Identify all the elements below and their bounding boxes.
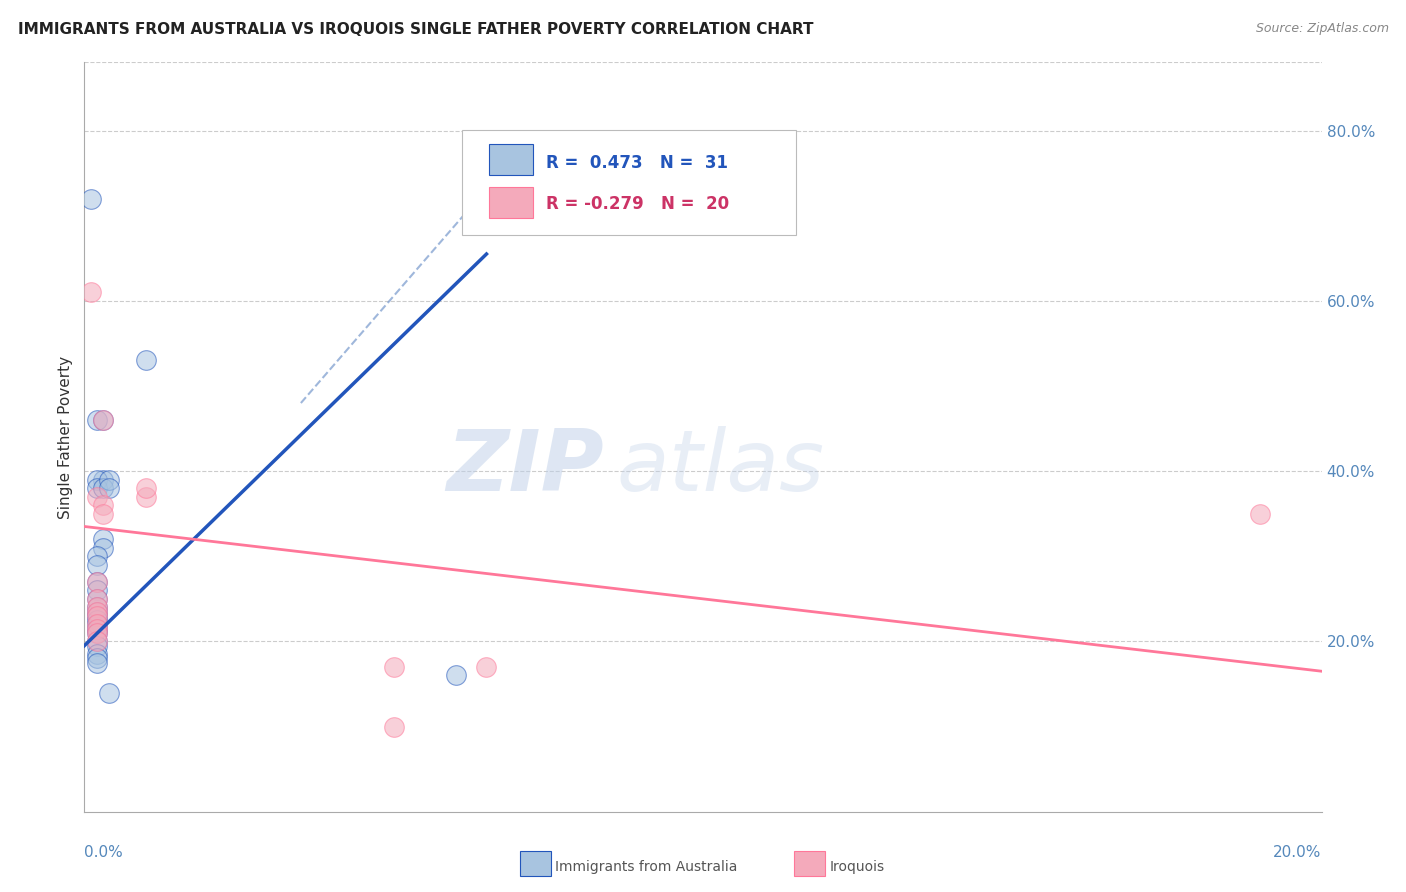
Point xyxy=(86,473,108,487)
Point xyxy=(91,473,114,487)
Point xyxy=(444,668,467,682)
Point xyxy=(91,413,114,427)
Point xyxy=(135,353,157,368)
Point xyxy=(86,617,108,632)
Point xyxy=(98,481,121,495)
Point xyxy=(86,622,108,636)
Text: 20.0%: 20.0% xyxy=(1274,846,1322,861)
Point xyxy=(475,660,498,674)
Point xyxy=(91,541,114,555)
Point xyxy=(86,617,108,632)
Point xyxy=(86,656,108,670)
Point xyxy=(86,608,108,623)
Text: 0.0%: 0.0% xyxy=(84,846,124,861)
Point xyxy=(86,490,108,504)
Point xyxy=(86,591,108,606)
Point xyxy=(86,600,108,615)
Point xyxy=(86,622,108,636)
Point xyxy=(91,413,114,427)
Point xyxy=(382,660,405,674)
Point xyxy=(135,481,157,495)
FancyBboxPatch shape xyxy=(461,130,796,235)
Point xyxy=(86,558,108,572)
Point xyxy=(86,626,108,640)
Text: R =  0.473   N =  31: R = 0.473 N = 31 xyxy=(546,153,728,171)
Text: Iroquois: Iroquois xyxy=(830,860,884,874)
Text: R = -0.279   N =  20: R = -0.279 N = 20 xyxy=(546,195,728,213)
FancyBboxPatch shape xyxy=(489,186,533,219)
Point xyxy=(382,720,405,734)
Point xyxy=(86,481,108,495)
Point xyxy=(98,685,121,699)
Y-axis label: Single Father Poverty: Single Father Poverty xyxy=(58,356,73,518)
Point xyxy=(86,605,108,619)
Point xyxy=(91,498,114,512)
Point xyxy=(98,473,121,487)
Point xyxy=(86,583,108,598)
Point xyxy=(91,533,114,547)
Point xyxy=(86,651,108,665)
Point xyxy=(79,192,101,206)
Point xyxy=(1249,507,1271,521)
Point xyxy=(86,413,108,427)
Point xyxy=(86,634,108,648)
Text: Source: ZipAtlas.com: Source: ZipAtlas.com xyxy=(1256,22,1389,36)
Point xyxy=(86,639,108,653)
Point xyxy=(135,490,157,504)
Point xyxy=(86,574,108,589)
Point xyxy=(86,591,108,606)
Point xyxy=(86,574,108,589)
Text: IMMIGRANTS FROM AUSTRALIA VS IROQUOIS SINGLE FATHER POVERTY CORRELATION CHART: IMMIGRANTS FROM AUSTRALIA VS IROQUOIS SI… xyxy=(18,22,814,37)
Point xyxy=(91,481,114,495)
Point xyxy=(91,507,114,521)
Point xyxy=(86,613,108,627)
FancyBboxPatch shape xyxy=(489,144,533,175)
Point xyxy=(86,626,108,640)
Point xyxy=(86,647,108,661)
Point xyxy=(86,605,108,619)
Point xyxy=(86,600,108,615)
Text: Immigrants from Australia: Immigrants from Australia xyxy=(555,860,738,874)
Text: atlas: atlas xyxy=(616,425,824,508)
Text: ZIP: ZIP xyxy=(446,425,605,508)
Point xyxy=(86,549,108,564)
Point xyxy=(86,634,108,648)
Point xyxy=(79,285,101,300)
Point xyxy=(86,608,108,623)
